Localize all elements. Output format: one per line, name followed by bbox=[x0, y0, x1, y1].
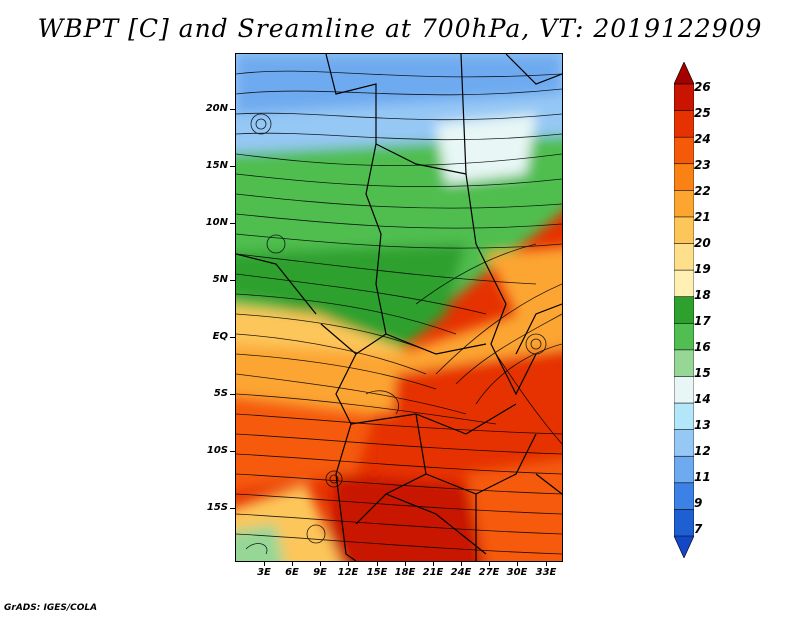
x-label-15e: 15E bbox=[366, 567, 388, 578]
y-label-10n: 10N bbox=[205, 217, 228, 228]
colorbar-segment bbox=[674, 216, 694, 245]
colorbar bbox=[674, 62, 694, 558]
colorbar-segment bbox=[674, 163, 694, 192]
y-tick bbox=[230, 394, 235, 395]
x-tick bbox=[348, 562, 349, 566]
colorbar-segment bbox=[674, 83, 694, 112]
colorbar-segment bbox=[674, 482, 694, 511]
colorbar-label: 25 bbox=[694, 106, 711, 120]
colorbar-label: 11 bbox=[694, 470, 711, 484]
x-tick bbox=[264, 562, 265, 566]
x-label-24e: 24E bbox=[450, 567, 472, 578]
y-label-10s: 10S bbox=[206, 445, 228, 456]
x-tick bbox=[461, 562, 462, 566]
colorbar-segment bbox=[674, 376, 694, 404]
colorbar-label: 13 bbox=[694, 418, 711, 432]
field-hot bbox=[386, 349, 562, 494]
y-tick bbox=[230, 337, 235, 338]
y-label-eq: EQ bbox=[212, 331, 228, 342]
y-label-5n: 5N bbox=[212, 274, 228, 285]
colorbar-label: 16 bbox=[694, 340, 711, 354]
chart-title: WBPT [C] and Sreamline at 700hPa, VT: 20… bbox=[37, 14, 763, 43]
colorbar-label: 15 bbox=[694, 366, 711, 380]
y-label-15n: 15N bbox=[205, 160, 228, 171]
colorbar-segment bbox=[674, 402, 694, 431]
x-label-3e: 3E bbox=[257, 567, 271, 578]
colorbar-label: 20 bbox=[694, 236, 711, 250]
colorbar-label: 14 bbox=[694, 392, 711, 406]
colorbar-label: 18 bbox=[694, 288, 711, 302]
colorbar-label: 21 bbox=[694, 210, 711, 224]
y-tick bbox=[230, 109, 235, 110]
y-tick bbox=[230, 280, 235, 281]
colorbar-label: 26 bbox=[694, 80, 711, 94]
colorbar-segment bbox=[674, 243, 694, 271]
x-label-27e: 27E bbox=[478, 567, 500, 578]
x-label-18e: 18E bbox=[394, 567, 416, 578]
colorbar-segment bbox=[674, 455, 694, 484]
x-label-21e: 21E bbox=[422, 567, 444, 578]
grads-credit: GrADS: IGES/COLA bbox=[4, 603, 98, 613]
y-label-5s: 5S bbox=[213, 388, 228, 399]
colorbar-segment bbox=[674, 349, 694, 378]
colorbar-segment bbox=[674, 509, 694, 537]
colorbar-segment bbox=[674, 535, 694, 558]
streamlines bbox=[236, 70, 562, 555]
x-tick bbox=[546, 562, 547, 566]
x-label-6e: 6E bbox=[285, 567, 299, 578]
colorbar-segment bbox=[674, 190, 694, 218]
colorbar-segment bbox=[674, 269, 694, 298]
x-tick bbox=[320, 562, 321, 566]
colorbar-label: 22 bbox=[694, 184, 711, 198]
colorbar-label: 17 bbox=[694, 314, 711, 328]
y-label-20n: 20N bbox=[205, 103, 228, 114]
y-tick bbox=[230, 223, 235, 224]
x-label-9e: 9E bbox=[313, 567, 327, 578]
x-label-30e: 30E bbox=[506, 567, 528, 578]
x-tick bbox=[377, 562, 378, 566]
x-tick bbox=[433, 562, 434, 566]
x-tick bbox=[489, 562, 490, 566]
colorbar-label: 24 bbox=[694, 132, 711, 146]
colorbar-segment bbox=[674, 110, 694, 138]
colorbar-label: 12 bbox=[694, 444, 711, 458]
colorbar-segment bbox=[674, 429, 694, 457]
map-panel bbox=[235, 53, 563, 562]
y-label-15s: 15S bbox=[206, 502, 228, 513]
y-tick bbox=[230, 451, 235, 452]
colorbar-label: 9 bbox=[694, 496, 703, 510]
x-label-12e: 12E bbox=[337, 567, 359, 578]
colorbar-label: 23 bbox=[694, 158, 711, 172]
wbpt-field bbox=[236, 54, 562, 561]
country-borders bbox=[236, 54, 562, 561]
y-tick bbox=[230, 508, 235, 509]
colorbar-segment bbox=[674, 322, 694, 351]
colorbar-label: 7 bbox=[694, 522, 703, 536]
colorbar-label: 19 bbox=[694, 262, 711, 276]
x-tick bbox=[517, 562, 518, 566]
y-tick bbox=[230, 166, 235, 167]
colorbar-segment bbox=[674, 136, 694, 165]
x-tick bbox=[292, 562, 293, 566]
colorbar-segment bbox=[674, 296, 694, 324]
x-tick bbox=[405, 562, 406, 566]
x-label-33e: 33E bbox=[535, 567, 557, 578]
colorbar-segment bbox=[674, 62, 694, 85]
